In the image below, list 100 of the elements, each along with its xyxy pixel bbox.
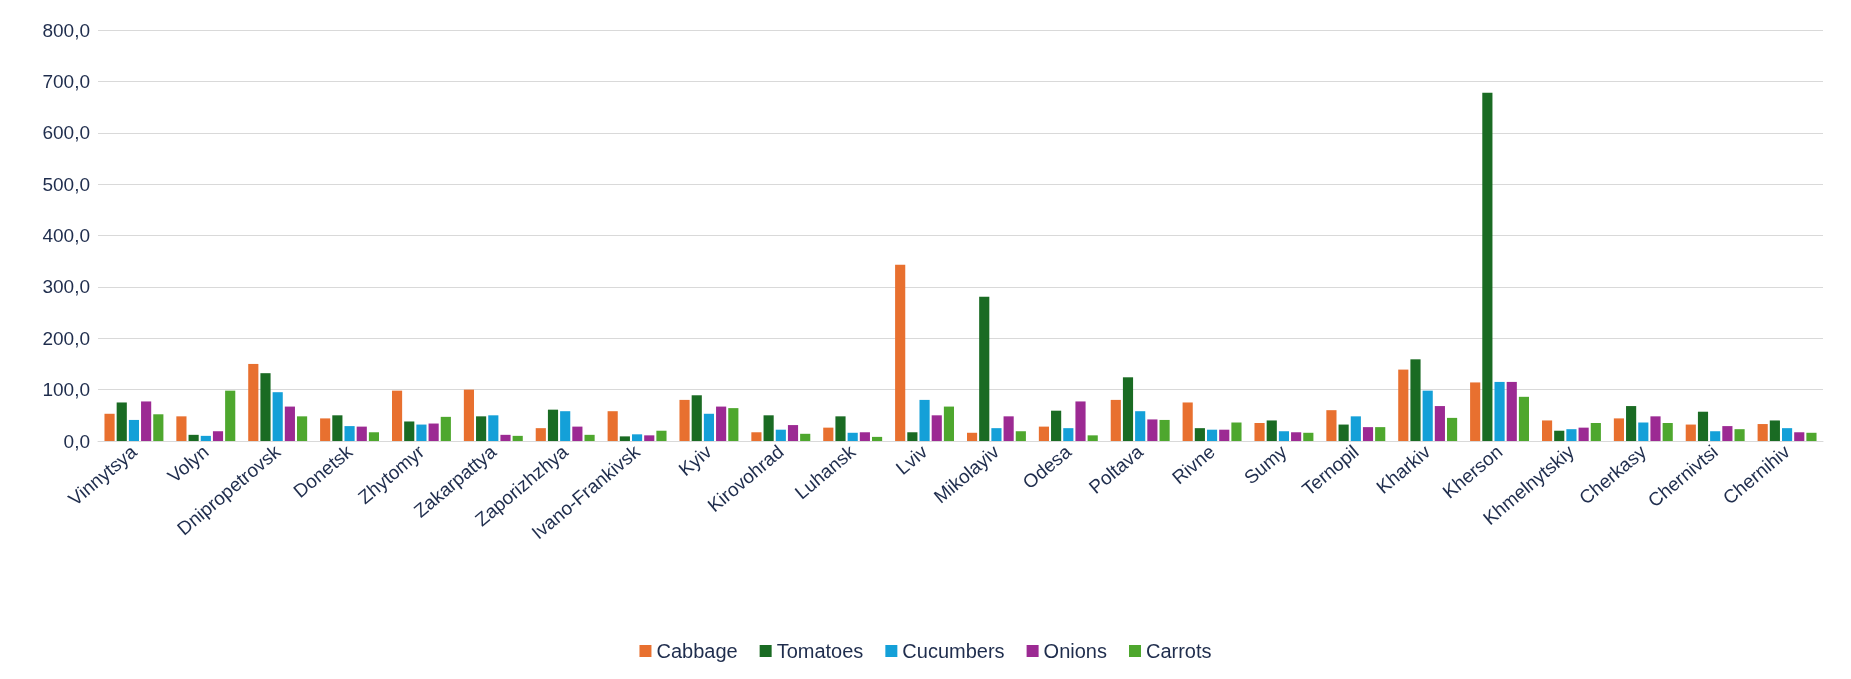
bar [248,363,259,441]
bar [1231,422,1242,441]
bar [607,411,618,441]
bar [679,399,690,441]
y-tick-label: 300,0 [42,276,90,298]
bar [1722,426,1733,441]
bar [823,427,834,441]
bar [1434,406,1445,441]
bar [1147,419,1158,441]
bar [1613,418,1625,441]
x-tick-label: Lviv [891,440,932,479]
bar [691,395,702,441]
bar [787,425,799,441]
bar [188,434,199,441]
bar [703,413,715,441]
bar [979,296,990,441]
bar [619,436,630,441]
bar [153,414,164,441]
bar [1194,428,1205,441]
bar [943,406,955,441]
bar [991,428,1002,441]
bar [1470,382,1481,441]
y-tick-label: 800,0 [42,19,90,41]
y-tick-label: 600,0 [42,122,90,144]
bar [1685,424,1696,441]
bar [1038,426,1050,441]
bar [728,408,739,441]
bar [966,432,978,441]
bar [1362,427,1374,441]
bar [200,435,211,441]
bar [344,426,355,441]
bar [547,409,559,441]
bar [500,434,511,441]
bar [1254,423,1265,441]
bar [428,423,439,441]
bar [1482,92,1493,441]
bar [356,426,367,441]
bar [1410,359,1421,441]
bar [1578,427,1589,441]
bar [1398,369,1409,441]
bar [1422,390,1433,441]
bar [1446,417,1458,441]
bar [1757,424,1768,441]
bar [1375,427,1386,441]
bar [296,416,308,441]
bar [225,390,236,441]
bar [176,416,187,441]
bar [1303,432,1314,441]
bar [1219,429,1230,441]
bar [404,421,415,441]
bar [1003,416,1014,441]
bar [716,406,727,441]
bar [871,436,883,441]
bar [320,418,331,441]
bar [128,419,140,441]
bar [835,416,846,441]
bar [1734,429,1745,441]
bar [1781,428,1793,441]
bar [1541,420,1553,441]
bar [1806,432,1817,441]
bar [1554,430,1565,441]
bar [1326,410,1337,441]
y-tick-label: 700,0 [42,70,90,92]
bar [656,430,667,441]
bar [895,264,906,441]
bar [1063,428,1074,441]
bar [512,435,523,441]
bar [391,390,403,441]
bar [416,424,427,441]
bar [1159,419,1170,441]
bar [284,406,295,441]
bar [1769,420,1780,441]
legend-label: Onions [1043,640,1107,662]
bar [644,435,655,441]
bar [104,413,115,441]
bar [931,415,942,441]
bar [1051,410,1062,441]
bar [859,432,870,441]
bar [440,416,451,441]
legend-label: Tomatoes [776,640,864,662]
bar [584,434,595,441]
bar [1206,429,1218,441]
bar [847,432,858,441]
bar [1278,431,1290,441]
legend-label: Cucumbers [902,640,1005,662]
bar [763,415,774,441]
bar [1135,411,1146,441]
bar [907,432,918,441]
bar [631,434,643,441]
bar [800,433,811,441]
bar [1650,416,1661,441]
bar [1110,399,1121,441]
bar [1266,420,1277,441]
bar [1626,406,1637,441]
bar [919,399,930,441]
y-tick-label: 100,0 [42,379,90,401]
bar [1122,377,1134,441]
legend-label: Carrots [1145,640,1212,662]
bar [116,402,127,441]
bar [1494,381,1505,441]
